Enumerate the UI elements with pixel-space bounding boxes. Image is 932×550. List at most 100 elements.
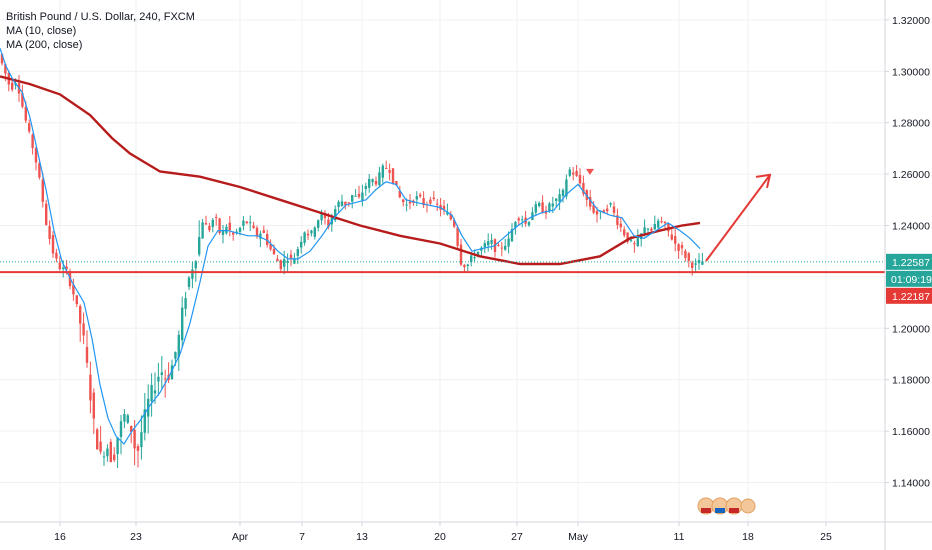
candle-body <box>463 264 466 268</box>
x-tick-label: 27 <box>511 531 523 543</box>
candle-body <box>276 258 279 262</box>
candle-body <box>208 225 211 231</box>
candle-body <box>684 250 687 258</box>
candle-body <box>521 219 524 221</box>
ma10-line <box>0 48 701 445</box>
candle-body <box>0 54 4 64</box>
candle-body <box>340 201 344 207</box>
candle-body <box>453 219 456 227</box>
candle-body <box>606 208 609 212</box>
candle-body <box>653 223 656 230</box>
candle-body <box>429 199 432 204</box>
candle-body <box>181 307 184 341</box>
candle-body <box>174 352 177 359</box>
candle-body <box>313 227 316 237</box>
candle-body <box>24 106 27 121</box>
candle-body <box>589 197 592 207</box>
candle-body <box>310 230 313 234</box>
candle-body <box>371 179 374 183</box>
candle-body <box>65 266 68 270</box>
candle-body <box>538 203 541 207</box>
candle-body <box>568 169 571 176</box>
candle-body <box>123 414 126 422</box>
economic-events-icon[interactable] <box>696 494 756 518</box>
candle-body <box>34 147 38 163</box>
annotations <box>0 168 885 274</box>
candle-body <box>660 221 663 223</box>
candle-body <box>575 170 578 176</box>
ma10-legend: MA (10, close) <box>6 25 77 37</box>
current-price-tag <box>886 253 932 270</box>
candle-body <box>177 334 180 358</box>
candle-body <box>595 211 599 215</box>
line-price-text: 1.22187 <box>892 291 930 303</box>
candle-body <box>262 230 265 233</box>
candle-body <box>415 196 418 200</box>
candle-body <box>293 258 296 264</box>
candle-body <box>395 181 398 186</box>
candle-body <box>629 239 633 241</box>
candle-body <box>126 415 129 423</box>
candle-body <box>507 238 510 247</box>
candle-body <box>497 245 500 247</box>
marker-triangle <box>586 168 594 175</box>
candle-body <box>368 178 371 188</box>
candle-body <box>487 241 490 246</box>
candle-body <box>11 82 14 90</box>
candles <box>0 53 704 469</box>
candle-body <box>527 222 531 226</box>
candle-body <box>473 257 476 259</box>
candle-body <box>612 206 616 213</box>
candle-body <box>99 441 102 452</box>
candle-body <box>75 295 78 305</box>
candle-body <box>119 421 123 437</box>
candle-body <box>500 247 503 249</box>
candle-body <box>680 245 684 249</box>
x-tick-label: 18 <box>742 531 754 543</box>
candle-body <box>476 251 480 257</box>
candle-body <box>170 365 174 380</box>
candle-body <box>337 201 340 208</box>
candle-body <box>374 180 378 185</box>
candle-body <box>534 204 537 213</box>
candle-body <box>327 219 330 227</box>
candle-body <box>218 218 221 233</box>
candle-body <box>255 227 259 237</box>
y-tick-label: 1.20000 <box>892 323 930 335</box>
candle-body <box>102 456 106 458</box>
y-tick-label: 1.18000 <box>892 375 930 387</box>
candle-body <box>28 123 31 132</box>
candle-body <box>82 323 85 336</box>
candle-body <box>55 252 58 259</box>
candle-body <box>381 165 384 178</box>
candle-body <box>626 232 629 242</box>
x-tick-label: 20 <box>434 531 446 543</box>
candle-body <box>609 203 612 205</box>
candle-body <box>517 218 520 221</box>
candle-body <box>235 231 238 233</box>
candle-body <box>48 226 51 239</box>
candle-body <box>694 263 697 265</box>
candle-body <box>286 260 289 263</box>
candle-body <box>466 264 469 266</box>
candle-body <box>633 243 636 245</box>
candle-body <box>160 372 163 376</box>
candle-body <box>113 454 116 461</box>
y-tick-label: 1.28000 <box>892 118 930 130</box>
candle-body <box>436 203 439 205</box>
candle-body <box>619 223 622 228</box>
symbol-title: British Pound / U.S. Dollar, 240, FXCM <box>6 11 195 23</box>
candle-body <box>279 260 282 270</box>
candle-body <box>140 432 143 448</box>
candle-body <box>4 64 7 74</box>
candle-body <box>317 220 320 228</box>
x-tick-label: May <box>568 531 589 543</box>
countdown-text: 01:09:19 <box>891 274 932 286</box>
candle-body <box>701 261 704 265</box>
candle-body <box>446 212 449 215</box>
candle-body <box>96 429 99 450</box>
candle-body <box>572 172 575 175</box>
candle-body <box>334 209 337 221</box>
